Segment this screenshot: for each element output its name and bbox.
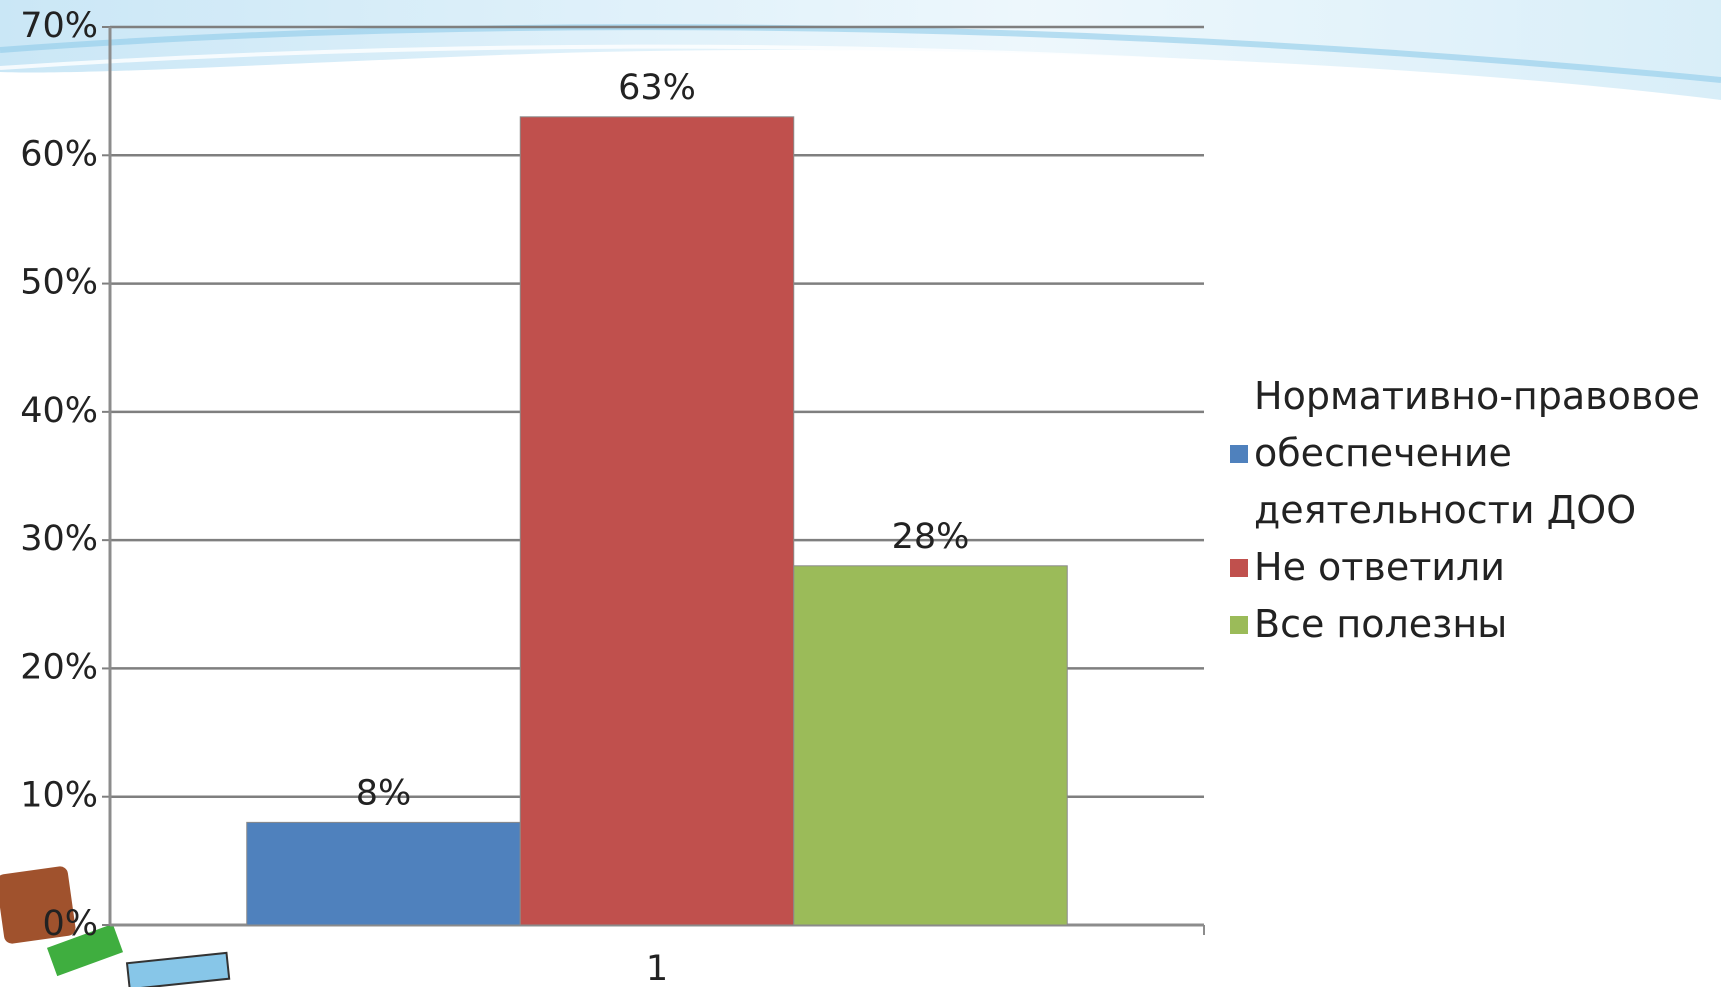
- y-tick-label: 50%: [20, 263, 98, 303]
- bar: [793, 565, 1068, 926]
- legend-swatch: [1230, 444, 1248, 463]
- bar: [519, 116, 795, 926]
- y-tick-label: 60%: [20, 134, 98, 174]
- y-tick-label: 40%: [20, 391, 98, 431]
- legend-swatch: [1230, 558, 1248, 577]
- legend-label: Все полезны: [1254, 602, 1508, 646]
- y-tick-label: 0%: [42, 904, 98, 944]
- y-tick-label: 70%: [20, 6, 98, 46]
- books-icon: [0, 866, 231, 987]
- y-tick-label: 30%: [20, 519, 98, 559]
- legend-entry: Нормативно-правовое обеспечение деятельн…: [1230, 368, 1710, 539]
- data-label: 8%: [356, 773, 412, 813]
- data-label: 28%: [892, 517, 970, 557]
- y-tick-label: 20%: [20, 647, 98, 687]
- legend: Нормативно-правовое обеспечение деятельн…: [1230, 368, 1710, 653]
- bar: [246, 821, 521, 926]
- legend-label: Нормативно-правовое обеспечение деятельн…: [1254, 374, 1700, 532]
- legend-label: Не ответили: [1254, 545, 1506, 589]
- legend-entry: Все полезны: [1230, 596, 1710, 653]
- background-swoosh: [0, 44, 1721, 107]
- legend-entry: Не ответили: [1230, 539, 1710, 596]
- legend-swatch: [1230, 615, 1248, 634]
- x-tick-label: 1: [646, 949, 668, 987]
- data-label: 63%: [618, 68, 696, 108]
- y-tick-label: 10%: [20, 776, 98, 816]
